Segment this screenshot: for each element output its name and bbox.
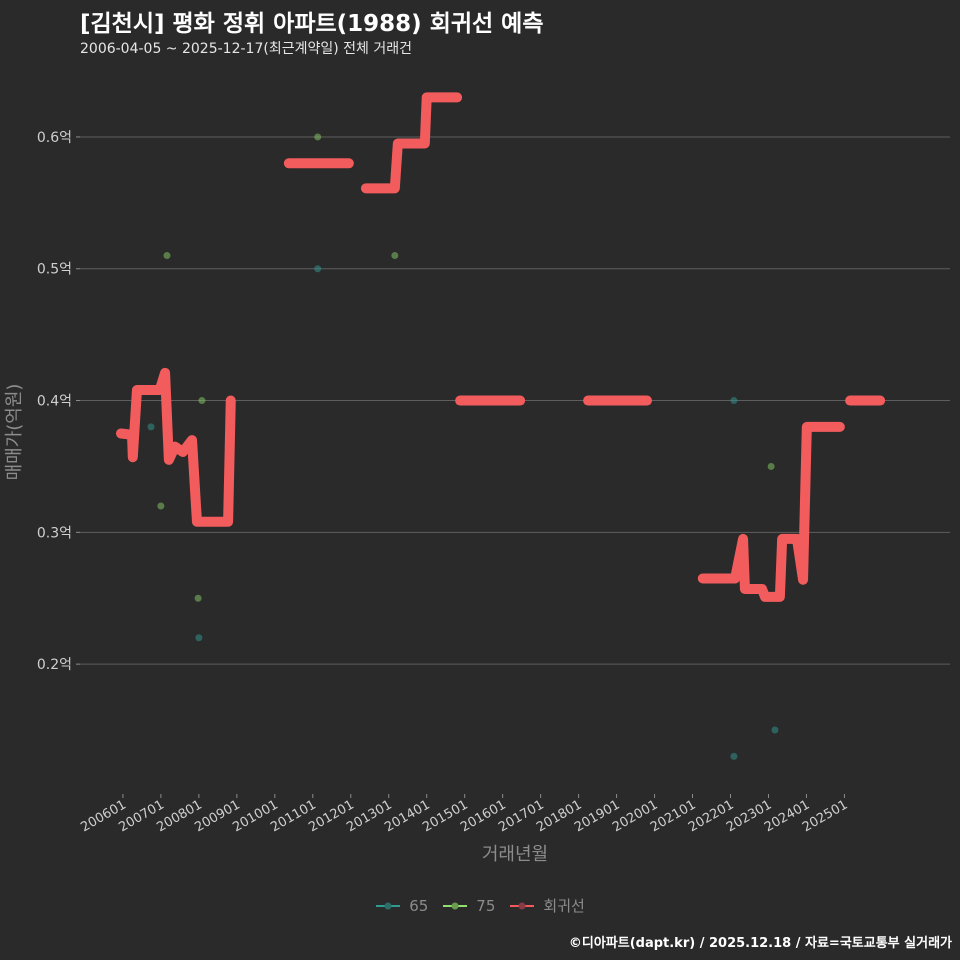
legend-item-65[interactable]: 65 bbox=[375, 895, 428, 916]
data-point-75 bbox=[157, 502, 165, 510]
regression-line-segment bbox=[360, 92, 463, 194]
regression-line-segment bbox=[116, 367, 236, 527]
source-footer: ©디아파트(dapt.kr) / 2025.12.18 / 자료=국토교통부 실… bbox=[568, 936, 952, 951]
legend-label: 회귀선 bbox=[543, 897, 585, 915]
data-point-75 bbox=[314, 133, 322, 141]
chart-subtitle: 2006-04-05 ~ 2025-12-17(최근계약일) 전체 거래건 bbox=[80, 41, 412, 57]
regression-line-segment bbox=[697, 421, 845, 602]
legend-swatch-75-icon bbox=[443, 902, 468, 909]
chart-title: [김천시] 평화 정휘 아파트(1988) 회귀선 예측 bbox=[80, 11, 544, 37]
data-point-75 bbox=[198, 397, 206, 405]
legend: 65 75 회귀선 bbox=[0, 895, 960, 916]
y-tick-label: 0.5억 bbox=[37, 262, 72, 278]
y-tick-label: 0.4억 bbox=[37, 394, 72, 410]
y-tick-label: 0.2억 bbox=[37, 657, 72, 673]
legend-label: 75 bbox=[476, 896, 496, 915]
legend-swatch-65-icon bbox=[376, 902, 401, 909]
legend-label: 65 bbox=[409, 896, 429, 915]
data-point-65 bbox=[730, 752, 738, 760]
y-tick-label: 0.3억 bbox=[37, 525, 72, 541]
legend-swatch-regression-icon bbox=[510, 902, 535, 909]
legend-item-regression[interactable]: 회귀선 bbox=[509, 895, 585, 916]
y-tick-label: 0.6억 bbox=[37, 130, 72, 146]
data-point-75 bbox=[194, 594, 202, 602]
data-point-75 bbox=[767, 462, 775, 470]
data-point-75 bbox=[163, 252, 171, 260]
data-point-65 bbox=[147, 423, 155, 431]
legend-item-75[interactable]: 75 bbox=[442, 895, 495, 916]
data-point-75 bbox=[391, 252, 399, 260]
data-point-65 bbox=[314, 265, 322, 273]
data-point-65 bbox=[771, 726, 779, 734]
data-point-65 bbox=[195, 634, 203, 642]
data-point-65 bbox=[730, 397, 738, 405]
y-axis-label: 매매가(억원) bbox=[4, 384, 25, 481]
x-axis-label: 거래년월 bbox=[482, 844, 548, 865]
